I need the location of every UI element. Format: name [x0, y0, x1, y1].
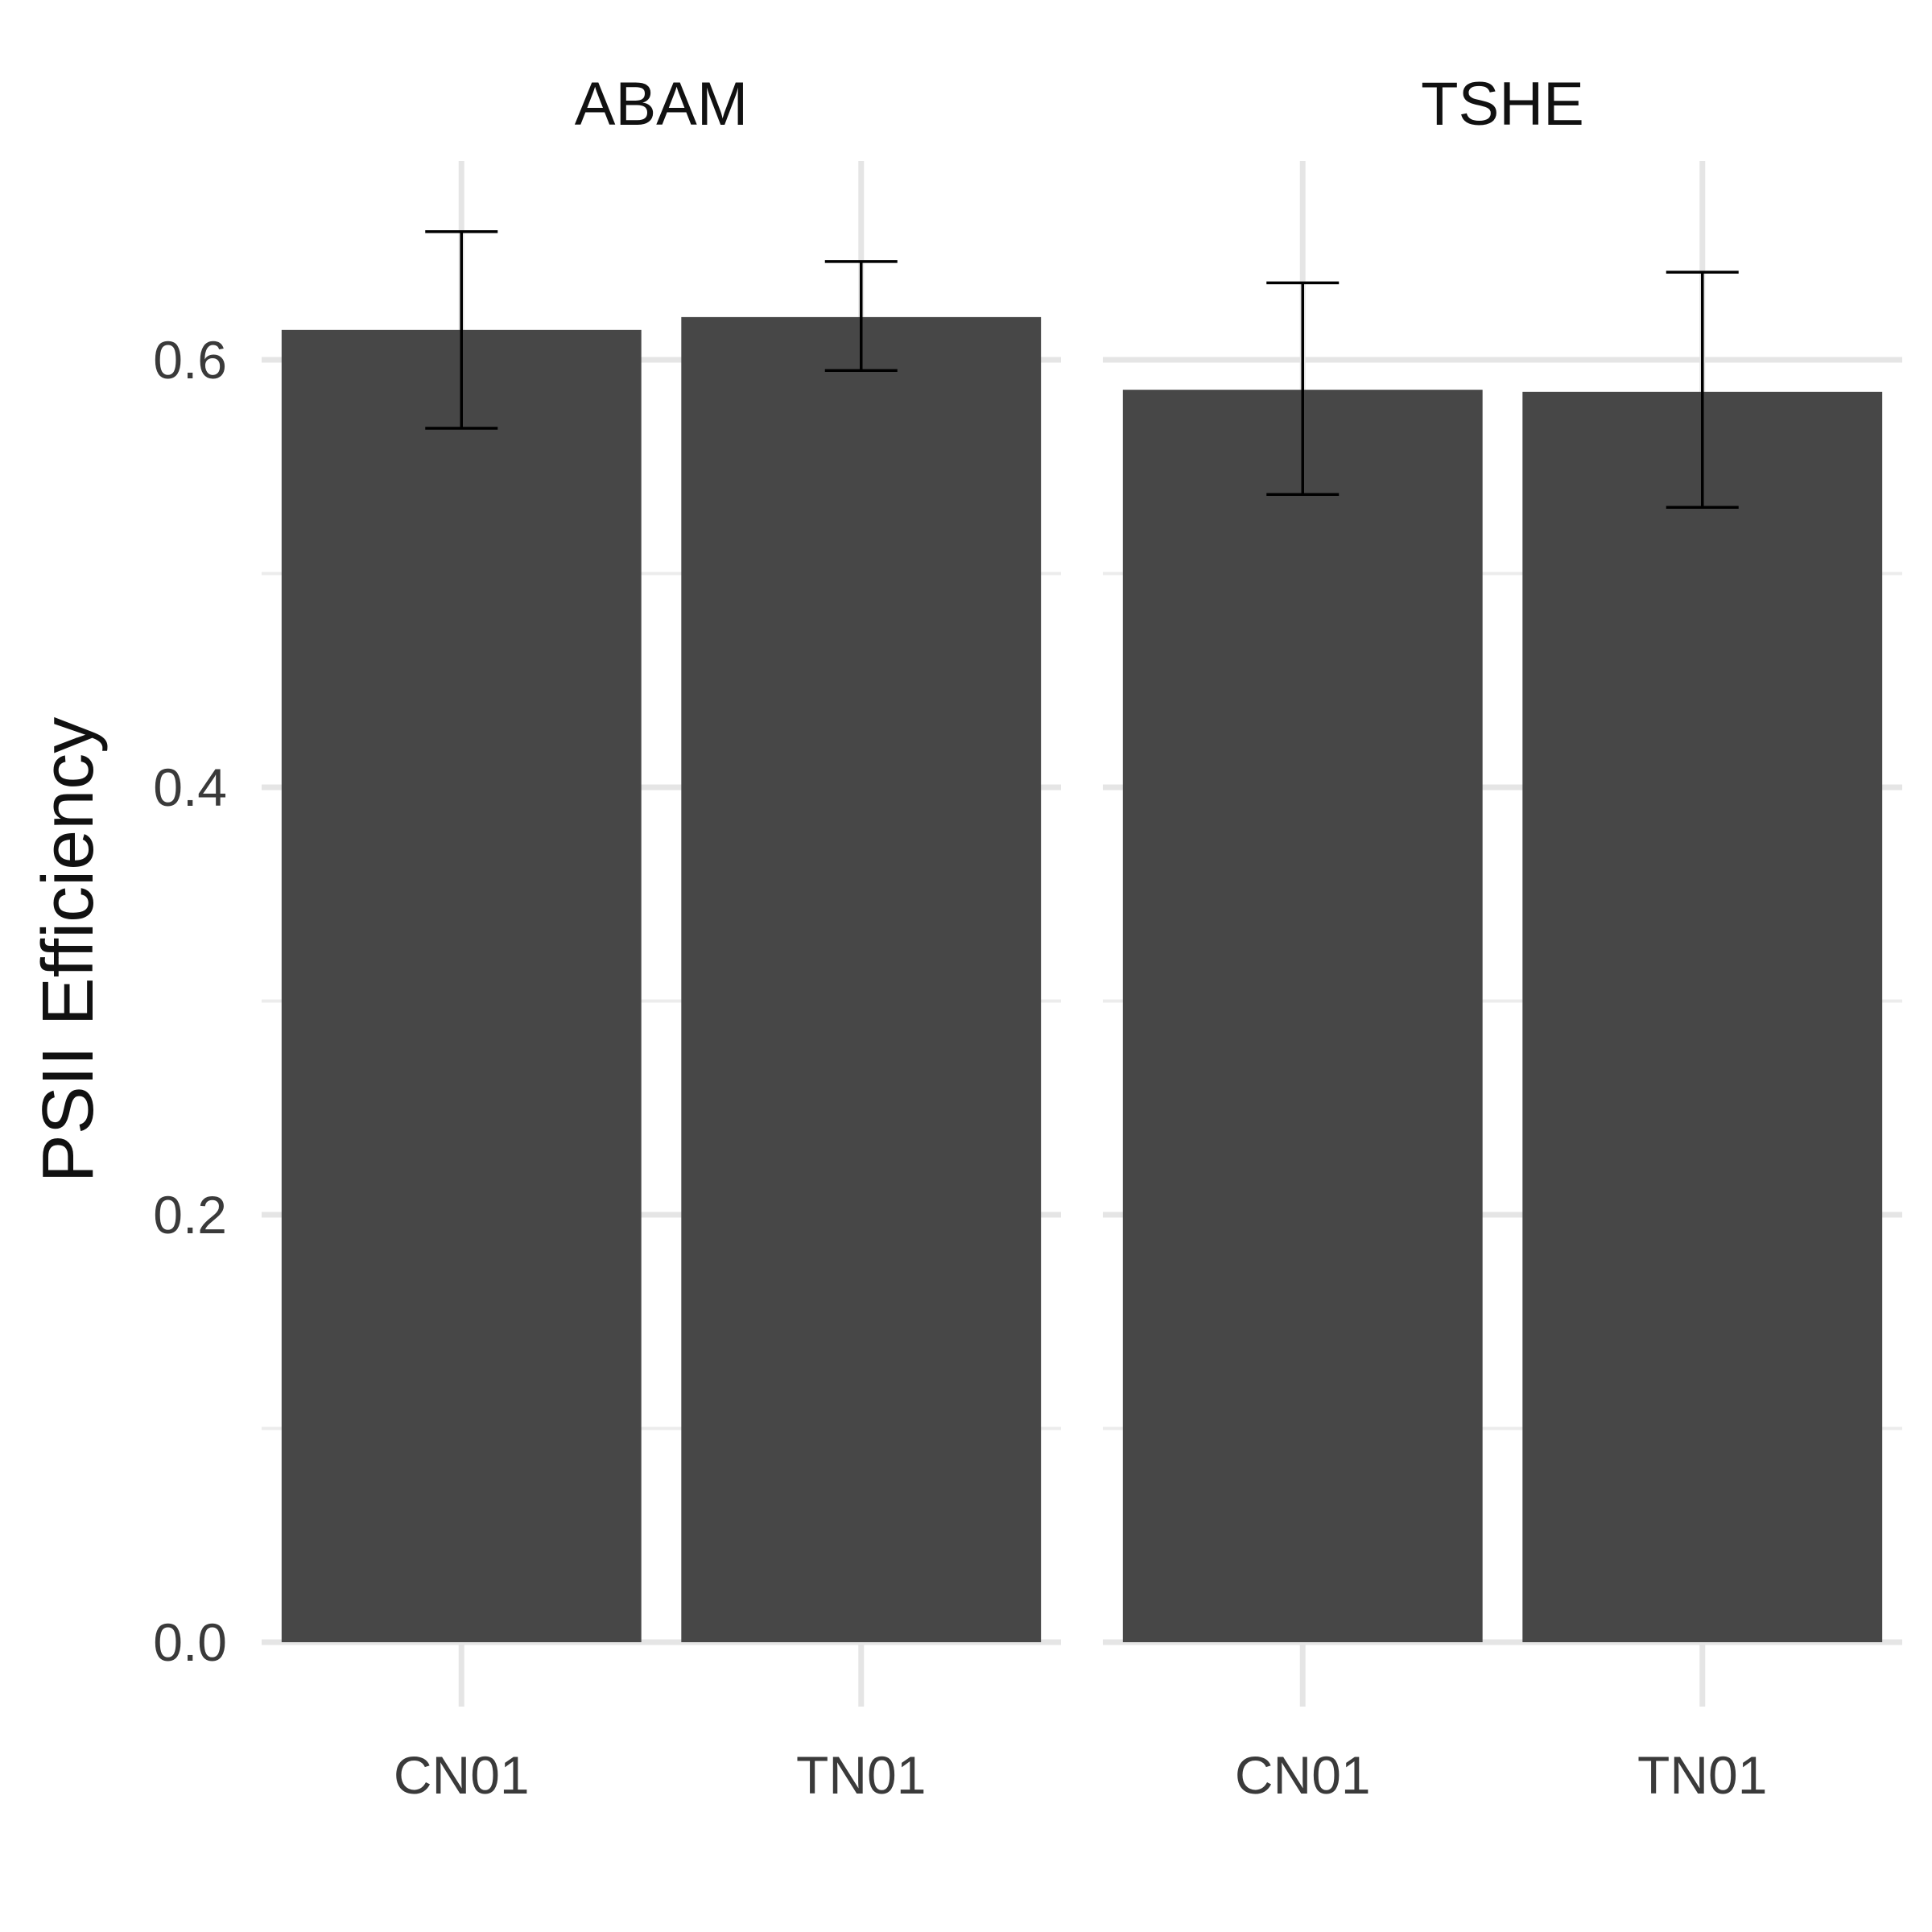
facet-strip-label: ABAM [575, 70, 748, 138]
bars-layer [281, 316, 1883, 1643]
y-tick-label: 0.2 [153, 1185, 227, 1245]
x-tick-label: CN01 [1235, 1745, 1371, 1805]
text-layer: CN01 TN01 ABAM CN01 TN01 TSHE 0.0 0.2 0.4 0.6 [153, 70, 1767, 1805]
y-tick-label: 0.0 [153, 1612, 227, 1672]
x-tick-label: CN01 [394, 1745, 530, 1805]
error-bars-layer [425, 229, 1739, 509]
x-tick-label: TN01 [1637, 1745, 1767, 1805]
bar-abam-tn01 [681, 316, 1042, 1642]
bar-tshe-tn01 [1522, 391, 1883, 1643]
bar-abam-cn01 [281, 329, 642, 1643]
y-tick-label: 0.6 [153, 330, 227, 390]
facet-strip-label: TSHE [1421, 70, 1584, 138]
x-tick-label: TN01 [796, 1745, 926, 1805]
y-tick-label: 0.4 [153, 758, 227, 817]
y-axis-title: PSII Efficiency [28, 717, 109, 1183]
bar-tshe-cn01 [1122, 390, 1483, 1642]
